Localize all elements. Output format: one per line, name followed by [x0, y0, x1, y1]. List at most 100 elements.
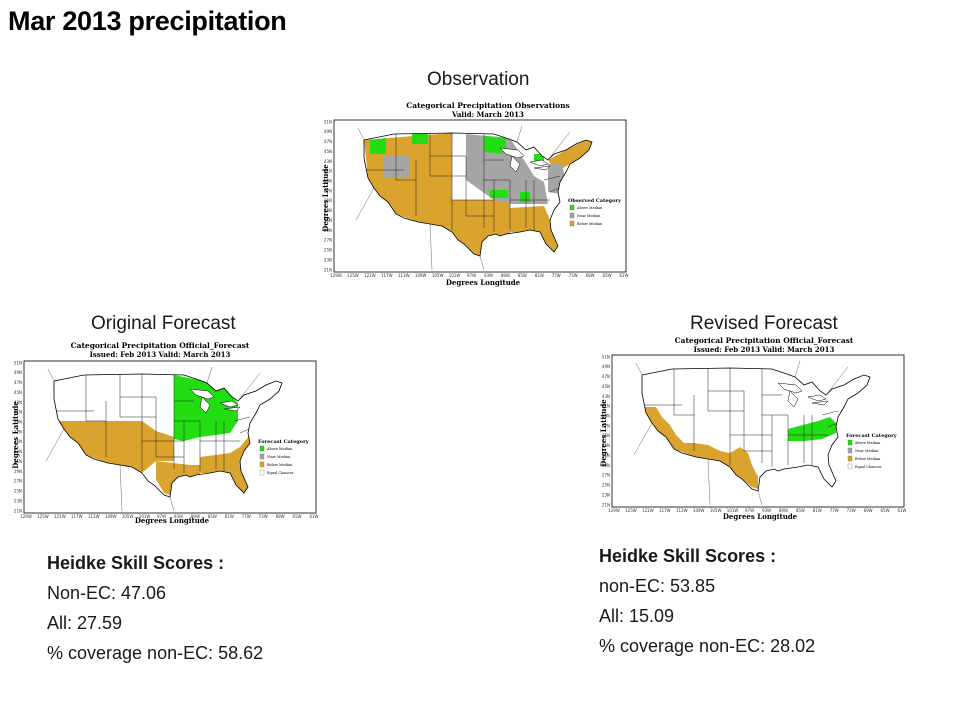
montana-above-region: [412, 134, 428, 144]
lon-tick-label: 61W: [897, 508, 906, 513]
observation-map-panel: Categorical Precipitation Observations V…: [318, 96, 632, 288]
lat-tick-label: 37N: [602, 423, 610, 428]
original-forecast-map: Categorical Precipitation Official_Forec…: [11, 341, 318, 525]
lon-tick-label: 85W: [518, 273, 527, 278]
lon-tick-label: 113W: [676, 508, 688, 513]
y-axis-label: Degrees Latitude: [599, 399, 608, 467]
conus-outline: [53, 373, 283, 498]
observation-label: Observation: [427, 69, 530, 90]
lat-tick-label: 45N: [324, 149, 332, 154]
scores-heading: Heidke Skill Scores :: [599, 546, 777, 566]
map-title: Categorical Precipitation Official_Forec…: [71, 341, 250, 350]
conus-outline: [641, 367, 871, 492]
lon-tick-label: 129W: [20, 514, 32, 519]
lat-tick-label: 49N: [14, 370, 22, 375]
legend-title: Forecast Category: [846, 433, 898, 439]
great-lakes: [189, 388, 241, 414]
legend-label: Near Median: [577, 214, 601, 218]
legend-label: Above Median: [854, 441, 881, 445]
original-forecast-scores: Heidke Skill Scores : Non-EC: 47.06 All:…: [47, 548, 263, 668]
lon-tick-label: 129W: [330, 273, 342, 278]
revised-forecast-scores: Heidke Skill Scores : non-EC: 53.85 All:…: [599, 541, 815, 661]
lat-tick-label: 25N: [324, 248, 332, 253]
legend-swatch: [259, 461, 265, 468]
lon-tick-label: 61W: [619, 273, 628, 278]
legend-label: Equal Chances: [267, 471, 294, 475]
lat-tick-label: 45N: [14, 390, 22, 395]
lat-tick-label: 25N: [602, 483, 610, 488]
revised-forecast-map-panel: Categorical Precipitation Official_Forec…: [596, 333, 906, 525]
lon-tick-label: 105W: [710, 508, 722, 513]
lon-tick-label: 97W: [157, 514, 166, 519]
lat-tick-label: 33N: [14, 449, 22, 454]
legend-label: Below Median: [577, 222, 603, 226]
lat-tick-label: 39N: [602, 414, 610, 419]
map-subtitle: Valid: March 2013: [451, 110, 524, 119]
legend-swatch: [259, 445, 265, 452]
legend-swatch: [847, 447, 853, 454]
midwest-above-region: [520, 192, 530, 202]
lat-tick-label: 43N: [14, 400, 22, 405]
observation-map: Categorical Precipitation Observations V…: [321, 101, 629, 287]
south-central-below-region: [452, 200, 510, 256]
score-all: All: 27.59: [47, 613, 123, 633]
dakotas-above-region: [484, 136, 506, 154]
lat-tick-label: 23N: [602, 492, 610, 497]
map-title: Categorical Precipitation Observations: [406, 101, 570, 110]
west-near-region: [384, 156, 410, 178]
legend-swatch: [569, 212, 575, 219]
northwest-above-region: [370, 138, 386, 154]
lat-tick-label: 41N: [602, 404, 610, 409]
lat-tick-label: 27N: [602, 473, 610, 478]
lon-tick-label: 97W: [467, 273, 476, 278]
lat-tick-label: 49N: [602, 364, 610, 369]
lat-tick-label: 23N: [14, 498, 22, 503]
lon-tick-label: 93W: [174, 514, 183, 519]
legend-swatch: [259, 469, 265, 476]
lat-tick-label: 51N: [602, 354, 610, 359]
score-coverage: % coverage non-EC: 58.62: [47, 643, 264, 663]
score-non-ec: non-EC: 53.85: [599, 576, 716, 596]
lon-tick-label: 65W: [603, 273, 612, 278]
lon-tick-label: 81W: [225, 514, 234, 519]
lon-tick-label: 89W: [191, 514, 200, 519]
score-non-ec: Non-EC: 47.06: [47, 583, 167, 603]
page-title: Mar 2013 precipitation: [8, 6, 287, 36]
lat-tick-label: 37N: [324, 188, 332, 193]
lon-tick-label: 109W: [415, 273, 427, 278]
lat-tick-label: 47N: [324, 139, 332, 144]
great-lakes: [777, 382, 829, 408]
lat-tick-label: 29N: [602, 463, 610, 468]
lat-tick-label: 39N: [324, 179, 332, 184]
lon-tick-label: 69W: [276, 514, 285, 519]
map-subtitle: Issued: Feb 2013 Valid: March 2013: [90, 350, 231, 359]
lon-tick-label: 125W: [37, 514, 49, 519]
lon-tick-label: 117W: [71, 514, 83, 519]
lat-tick-label: 41N: [324, 169, 332, 174]
lon-tick-label: 77W: [242, 514, 251, 519]
lon-tick-label: 109W: [105, 514, 117, 519]
lat-tick-label: 21N: [602, 502, 610, 507]
lon-tick-label: 73W: [847, 508, 856, 513]
original-forecast-map-panel: Categorical Precipitation Official_Forec…: [8, 333, 318, 525]
lat-tick-label: 35N: [602, 433, 610, 438]
legend-label: Equal Chances: [855, 465, 882, 469]
lon-tick-label: 69W: [586, 273, 595, 278]
legend-label: Above Median: [576, 206, 603, 210]
lon-tick-label: 101W: [139, 514, 151, 519]
lat-tick-label: 25N: [14, 489, 22, 494]
lat-tick-label: 39N: [14, 420, 22, 425]
lon-tick-label: 69W: [864, 508, 873, 513]
southwest-below-region: [642, 407, 758, 489]
neighbor-boundaries: [45, 366, 261, 512]
lat-tick-label: 37N: [14, 429, 22, 434]
lat-tick-label: 23N: [324, 257, 332, 262]
lon-tick-label: 77W: [830, 508, 839, 513]
map-title: Categorical Precipitation Official_Forec…: [675, 336, 854, 345]
y-axis-label: Degrees Latitude: [321, 164, 330, 232]
lat-tick-label: 33N: [324, 208, 332, 213]
conus-outline: [363, 132, 593, 257]
y-axis-label: Degrees Latitude: [11, 401, 20, 469]
lon-tick-label: 61W: [309, 514, 318, 519]
revised-forecast-label: Revised Forecast: [690, 313, 838, 334]
